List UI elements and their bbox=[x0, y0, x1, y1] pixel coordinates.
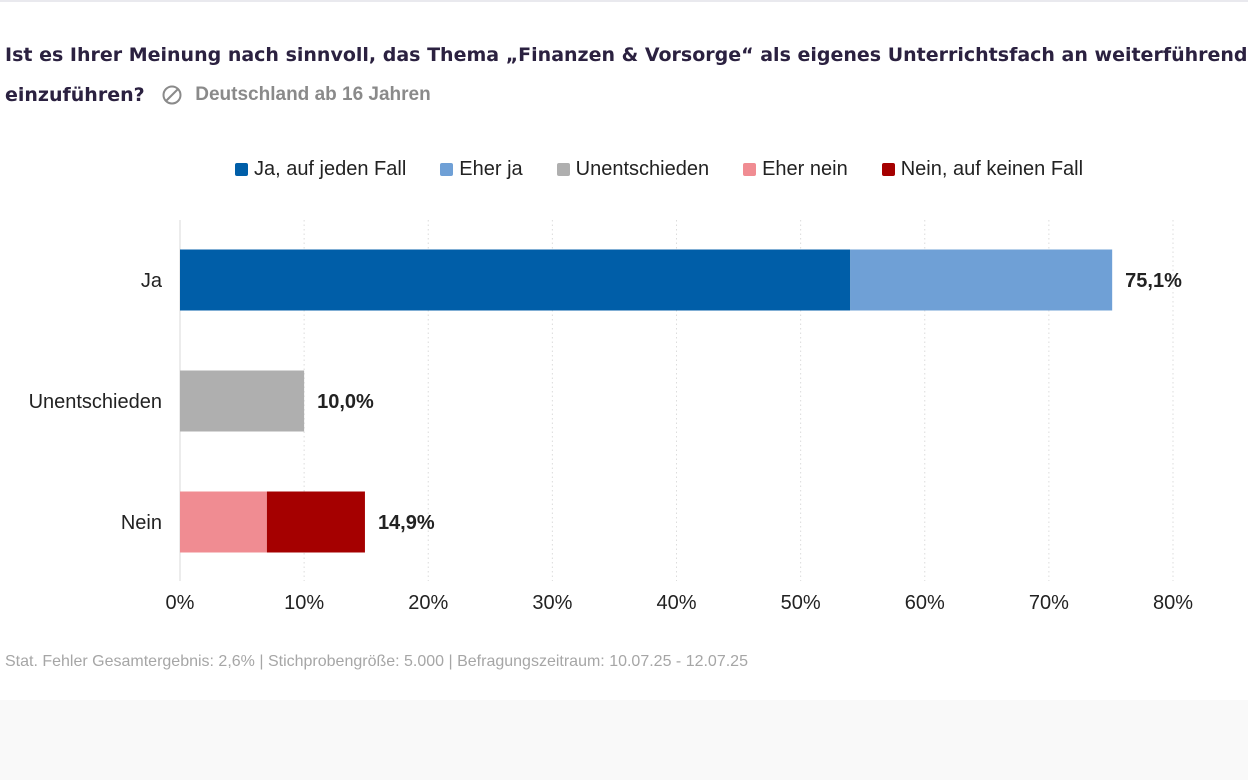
x-tick-label: 40% bbox=[656, 592, 696, 614]
bar-segment bbox=[850, 249, 1113, 311]
legend-item[interactable]: Nein, auf keinen Fall bbox=[881, 157, 1084, 181]
chart-subtitle: Deutschland ab 16 Jahren bbox=[195, 84, 431, 105]
legend-label: Eher ja bbox=[459, 157, 523, 180]
top-divider bbox=[0, 0, 1248, 2]
title-line-1: Ist es Ihrer Meinung nach sinnvoll, das … bbox=[5, 44, 1248, 66]
chart-legend: Ja, auf jeden Fall Eher ja Unentschieden Eh… bbox=[0, 152, 1248, 186]
bar-segment bbox=[180, 249, 851, 311]
bottom-band bbox=[0, 700, 1248, 780]
legend-item[interactable]: Unentschieden bbox=[556, 157, 710, 181]
subtitle-group: Deutschland ab 16 Jahren bbox=[161, 75, 431, 115]
y-category-label: Unentschieden bbox=[29, 391, 162, 413]
bar-chart: 0% 10% 20% 30% 40% 50% 60% 70% 80% Ja 75,1% Unentsc… bbox=[29, 220, 1193, 614]
y-category-label: Nein bbox=[121, 512, 162, 534]
y-category-label: Ja bbox=[141, 270, 163, 292]
legend-swatch bbox=[743, 162, 757, 176]
x-tick-label: 80% bbox=[1153, 592, 1193, 614]
x-tick-label: 70% bbox=[1029, 592, 1069, 614]
footer-note: Stat. Fehler Gesamtergebnis: 2,6% | Stic… bbox=[5, 653, 748, 670]
legend-item[interactable]: Eher ja bbox=[440, 157, 523, 181]
legend-item[interactable]: Eher nein bbox=[743, 158, 848, 181]
legend-swatch bbox=[234, 162, 248, 176]
title-line-2: einzuführen? Deutschland ab 16 Jahren bbox=[5, 75, 1248, 115]
legend-label: Unentschieden bbox=[575, 157, 710, 180]
legend-swatch bbox=[440, 162, 454, 176]
x-tick-label: 20% bbox=[408, 592, 448, 614]
x-tick-label: 30% bbox=[532, 592, 572, 614]
bar-total-label: 10,0% bbox=[317, 391, 374, 413]
legend-label: Nein, auf keinen Fall bbox=[900, 157, 1084, 180]
bar-total-label: 75,1% bbox=[1125, 270, 1182, 292]
legend-swatch bbox=[881, 162, 895, 176]
title-line-2-text: einzuführen? bbox=[5, 84, 145, 106]
x-tick-label: 10% bbox=[284, 592, 324, 614]
x-tick-label: 50% bbox=[781, 592, 821, 614]
bar-total-label: 14,9% bbox=[378, 512, 435, 534]
legend-swatch bbox=[556, 162, 570, 176]
bar-segment bbox=[180, 370, 305, 432]
legend-label: Ja, auf jeden Fall bbox=[253, 157, 407, 180]
bar-segment bbox=[180, 491, 267, 553]
x-tick-label: 60% bbox=[905, 592, 945, 614]
x-tick-label: 0% bbox=[166, 592, 195, 614]
bar-segment bbox=[266, 491, 365, 553]
location-pin-icon bbox=[162, 85, 182, 105]
chart-title: Ist es Ihrer Meinung nach sinnvoll, das … bbox=[5, 35, 1248, 115]
legend-item[interactable]: Ja, auf jeden Fall bbox=[234, 157, 407, 181]
legend-label: Eher nein bbox=[762, 157, 848, 180]
